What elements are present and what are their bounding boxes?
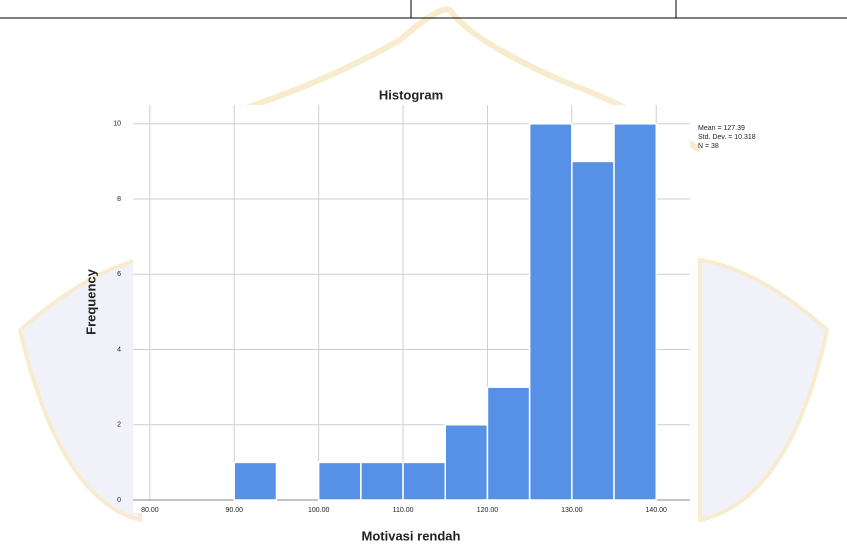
x-tick-label: 100.00 [308, 507, 330, 514]
x-tick-label: 140.00 [646, 507, 668, 514]
y-tick-label: 8 [117, 196, 121, 203]
stats-annotation: N = 38 [698, 143, 719, 150]
x-tick-label: 120.00 [477, 507, 499, 514]
bar [402, 461, 447, 501]
bar [571, 160, 615, 501]
x-axis-label: Motivasi rendah [362, 528, 461, 543]
bar [613, 123, 657, 501]
watermark-right [698, 257, 830, 523]
bar [360, 461, 404, 501]
bar [317, 461, 362, 501]
bar [233, 461, 278, 501]
y-tick-label: 0 [117, 497, 121, 504]
bar [444, 424, 489, 501]
x-tick-label: 90.00 [226, 507, 244, 514]
x-tick-label: 130.00 [561, 507, 583, 514]
watermark-left [17, 257, 142, 523]
x-tick-label: 80.00 [141, 507, 159, 514]
y-tick-label: 2 [117, 422, 121, 429]
chart-title: Histogram [379, 87, 443, 102]
watermark [17, 6, 830, 523]
plot: 0 2 4 6 8 10 80.00 90.00 100.00 110.00 120.00 130.0… [113, 105, 756, 514]
bar [486, 386, 531, 501]
stats-annotation: Mean = 127.39 [698, 125, 745, 132]
bar [528, 123, 573, 501]
x-tick-label: 110.00 [393, 507, 414, 514]
table-border [0, 0, 847, 19]
y-tick-label: 10 [113, 121, 121, 128]
stats-annotation: Std. Dev. = 10.318 [698, 134, 756, 141]
y-tick-label: 6 [117, 271, 121, 278]
y-axis-label: Frequency [83, 268, 98, 335]
watermark-arch [239, 6, 702, 153]
y-tick-label: 4 [117, 346, 121, 353]
